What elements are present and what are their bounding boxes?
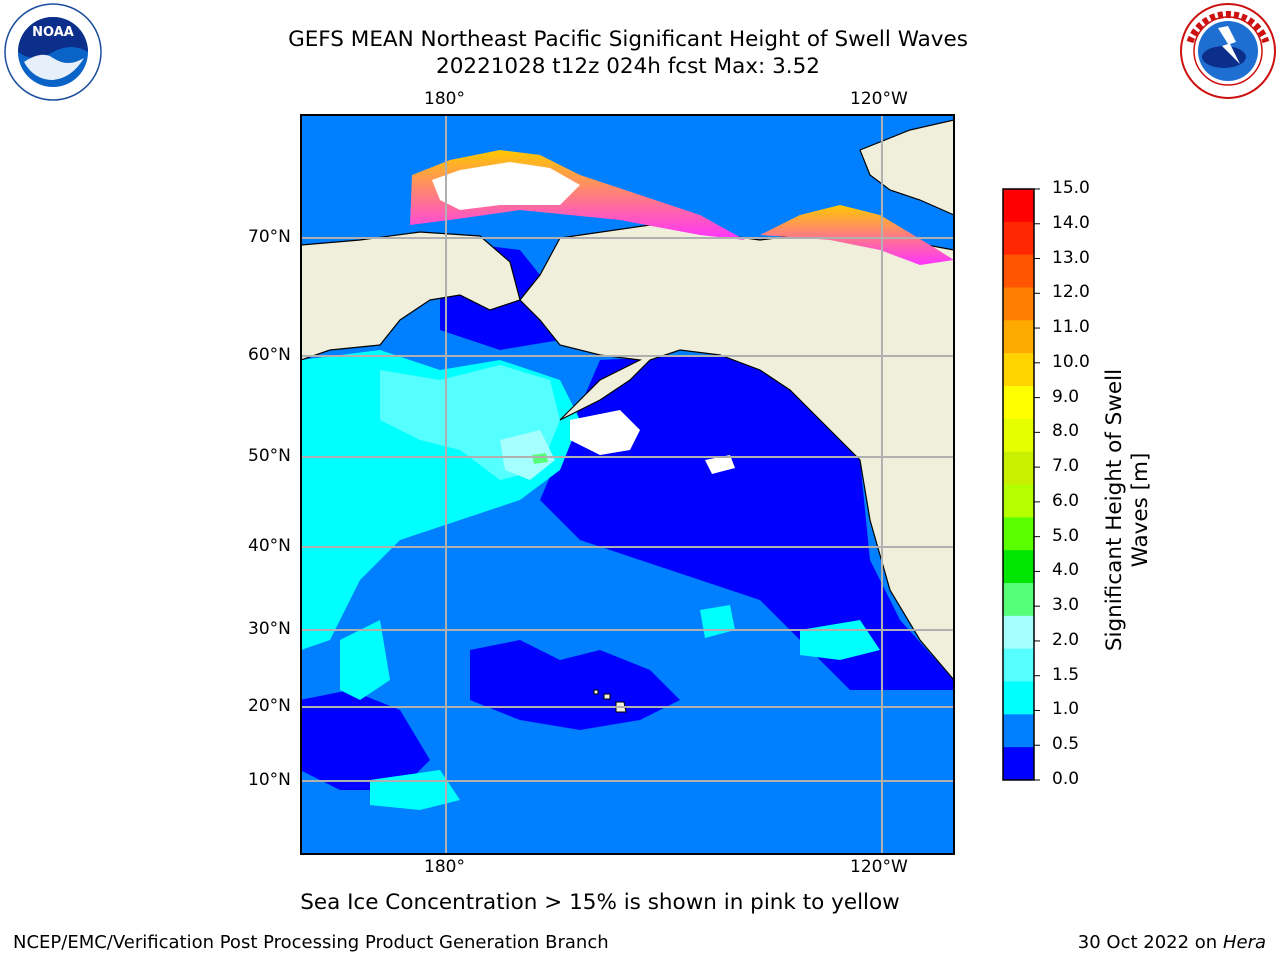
land-area (859, 119, 954, 216)
colorbar-swatch (1003, 418, 1034, 453)
colorbar-tick-label: 0.5 (1052, 734, 1080, 755)
colorbar-tick-label: 1.5 (1052, 664, 1080, 685)
lat-label: 10°N (248, 770, 291, 790)
lon-label-bottom: 180° (424, 857, 465, 877)
colorbar-swatch (1003, 287, 1034, 321)
sea-ice-caption: Sea Ice Concentration > 15% is shown in … (300, 890, 900, 915)
colorbar-swatch (1003, 747, 1034, 781)
colorbar-swatch (1003, 189, 1034, 223)
colorbar-tick-label: 2.0 (1052, 629, 1080, 650)
colorbar-tick-label: 14.0 (1052, 212, 1090, 233)
lat-label: 50°N (248, 446, 291, 466)
lon-label-bottom: 120°W (850, 857, 908, 877)
swell-light-region (500, 430, 555, 480)
swell-cyan-region (340, 620, 390, 700)
sea-ice-region (760, 205, 954, 265)
colorbar-tick-label: 5.0 (1052, 525, 1080, 546)
colorbar-swatch (1003, 386, 1034, 420)
chart-subtitle: 20221028 t12z 024h fcst Max: 3.52 (436, 54, 820, 79)
lon-label-top: 120°W (850, 89, 908, 109)
lat-label: 40°N (248, 536, 291, 556)
colorbar-swatch (1003, 615, 1034, 650)
lat-label: 60°N (248, 345, 291, 365)
colorbar (1002, 188, 1040, 781)
colorbar-swatch (1003, 583, 1034, 617)
colorbar-swatch (1003, 714, 1034, 748)
no-data-patch (705, 455, 735, 474)
colorbar-tick-label: 6.0 (1052, 490, 1080, 511)
colorbar-frame (1002, 188, 1035, 781)
lat-label: 20°N (248, 696, 291, 716)
colorbar-tick-label: 3.0 (1052, 595, 1080, 616)
colorbar-tick-label: 4.0 (1052, 560, 1080, 581)
swell-low-region (301, 690, 430, 790)
colorbar-tick-label: 12.0 (1052, 282, 1090, 303)
map-frame (300, 114, 955, 855)
colorbar-tick-label: 7.0 (1052, 456, 1080, 477)
colorbar-swatch (1003, 517, 1034, 551)
colorbar-tick-label: 10.0 (1052, 351, 1090, 372)
machine-name: Hera (1222, 932, 1266, 953)
colorbar-tick-label: 13.0 (1052, 247, 1090, 268)
chart-title: GEFS MEAN Northeast Pacific Significant … (288, 27, 968, 52)
colorbar-swatch (1003, 648, 1034, 682)
footer-date: 30 Oct 2022 on Hera (1077, 932, 1266, 953)
nws-logo (1180, 3, 1276, 99)
footer-credit: NCEP/EMC/Verification Post Processing Pr… (13, 932, 609, 953)
colorbar-swatch (1003, 550, 1034, 584)
colorbar-label: Significant Height of Swell Waves [m] (1102, 368, 1153, 652)
colorbar-tick-label: 0.0 (1052, 769, 1080, 789)
colorbar-swatch (1003, 254, 1034, 288)
colorbar-tick-label: 11.0 (1052, 317, 1090, 338)
swell-low-region (540, 355, 954, 690)
colorbar-swatch (1003, 484, 1034, 518)
colorbar-tick-label: 1.0 (1052, 699, 1080, 720)
colorbar-swatch (1003, 221, 1034, 256)
colorbar-tick-label: 8.0 (1052, 421, 1080, 442)
land-area (301, 231, 521, 361)
colorbar-tick-label: 9.0 (1052, 386, 1080, 407)
lat-label: 70°N (248, 227, 291, 247)
sea-ice-interior (432, 162, 580, 210)
lon-label-top: 180° (424, 89, 465, 109)
colorbar-swatch (1003, 353, 1034, 387)
svg-text:NOAA: NOAA (32, 25, 74, 40)
colorbar-tick-label: 15.0 (1052, 178, 1090, 198)
swell-peak (532, 453, 548, 464)
colorbar-swatch (1003, 681, 1034, 715)
no-data-patch (570, 410, 640, 455)
noaa-logo: NOAA (4, 3, 102, 101)
colorbar-swatch (1003, 451, 1034, 485)
lat-label: 30°N (248, 619, 291, 639)
colorbar-swatch (1003, 320, 1034, 354)
